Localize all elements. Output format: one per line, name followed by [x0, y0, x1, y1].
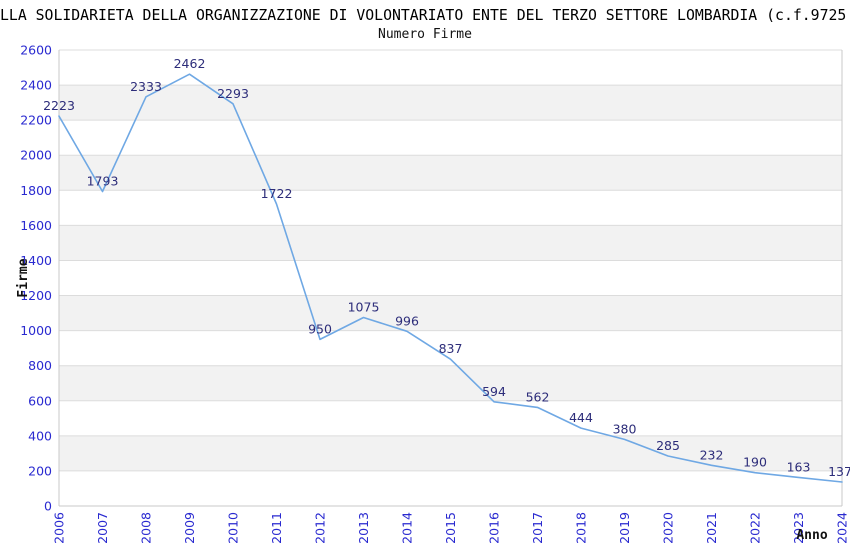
data-label: 996 — [395, 313, 419, 328]
x-tick-label: 2006 — [52, 512, 67, 544]
data-label: 190 — [743, 455, 767, 470]
x-tick-label: 2010 — [226, 512, 241, 544]
grid-band — [59, 155, 842, 191]
y-tick-label: 2400 — [20, 78, 52, 93]
chart-title: LLA SOLIDARIETA DELLA ORGANIZZAZIONE DI … — [0, 7, 847, 24]
data-label: 444 — [569, 410, 593, 425]
data-label: 2223 — [43, 98, 75, 113]
x-tick-label: 2016 — [487, 512, 502, 544]
x-tick-label: 2021 — [704, 512, 719, 544]
data-label: 163 — [787, 459, 811, 474]
grid-band — [59, 435, 842, 471]
x-tick-label: 2015 — [443, 512, 458, 544]
data-label: 137 — [828, 464, 850, 479]
chart-subtitle: Numero Firme — [378, 27, 472, 42]
data-label: 837 — [439, 341, 463, 356]
data-label: 2462 — [174, 56, 206, 71]
y-tick-label: 2000 — [20, 148, 52, 163]
y-tick-label: 2600 — [20, 43, 52, 58]
grid-band — [59, 225, 842, 261]
grid-band — [59, 295, 842, 331]
x-tick-label: 2018 — [574, 512, 589, 544]
data-label: 950 — [308, 321, 332, 336]
data-label: 232 — [700, 447, 724, 462]
y-tick-label: 0 — [44, 499, 52, 514]
x-tick-label: 2013 — [356, 512, 371, 544]
x-tick-label: 2007 — [95, 512, 110, 544]
x-tick-label: 2012 — [313, 512, 328, 544]
y-tick-label: 200 — [28, 463, 52, 478]
data-label: 380 — [613, 421, 637, 436]
x-tick-label: 2008 — [139, 512, 154, 544]
data-label: 1793 — [87, 174, 119, 189]
x-tick-label: 2019 — [617, 512, 632, 544]
y-axis-title: Firme — [16, 258, 31, 297]
grid-band — [59, 365, 842, 401]
y-tick-label: 1600 — [20, 218, 52, 233]
y-tick-label: 1200 — [20, 288, 52, 303]
grid-band — [59, 85, 842, 121]
x-tick-label: 2017 — [530, 512, 545, 544]
x-axis-title: Anno — [796, 528, 827, 543]
y-tick-label: 800 — [28, 358, 52, 373]
y-tick-label: 1800 — [20, 183, 52, 198]
data-label: 2293 — [217, 86, 249, 101]
x-tick-label: 2024 — [835, 512, 850, 544]
x-tick-label: 2020 — [661, 512, 676, 544]
data-label: 2333 — [130, 79, 162, 94]
data-label: 1075 — [348, 299, 380, 314]
y-tick-label: 600 — [28, 393, 52, 408]
data-label: 1722 — [261, 186, 293, 201]
y-tick-label: 1000 — [20, 323, 52, 338]
x-tick-label: 2009 — [182, 512, 197, 544]
data-label: 285 — [656, 438, 680, 453]
y-tick-label: 400 — [28, 428, 52, 443]
x-tick-label: 2014 — [400, 512, 415, 544]
y-tick-label: 1400 — [20, 253, 52, 268]
x-tick-label: 2022 — [748, 512, 763, 544]
data-label: 562 — [526, 389, 550, 404]
y-tick-label: 2200 — [20, 113, 52, 128]
x-tick-label: 2011 — [269, 512, 284, 544]
data-label: 594 — [482, 384, 506, 399]
x-tick-label: 2023 — [791, 512, 806, 544]
series-line — [58, 73, 843, 483]
